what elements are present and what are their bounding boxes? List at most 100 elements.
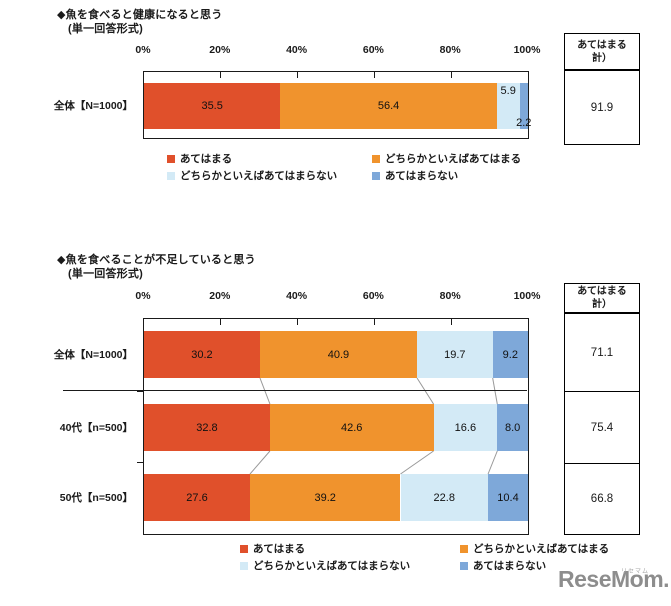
bar-segment-2: 42.6 [269, 404, 434, 451]
legend-label: あてはまる [253, 543, 306, 555]
axis-tick-label: 40% [286, 290, 308, 302]
axis-tick-label: 100% [513, 290, 541, 302]
category-tick-mark [137, 391, 143, 393]
bar-segment-4: 10.4 [488, 474, 528, 521]
bar-segment-2: 39.2 [249, 474, 401, 521]
legend-label: どちらかといえばあてはまる [385, 153, 522, 165]
bar-row: 35.5 56.4 5.9 2.2 [144, 83, 531, 129]
legend-swatch [460, 561, 468, 570]
legend-label: どちらかといえばあてはまる [473, 543, 610, 555]
axis-tick-label: 40% [286, 44, 308, 56]
summary-header-line2: 計） [592, 52, 612, 64]
legend-swatch [372, 154, 380, 163]
bar-value: 32.8 [196, 421, 218, 434]
legend-swatch [167, 171, 175, 180]
bar-value: 2.2 [516, 117, 532, 129]
legend-label: あてはまらない [385, 170, 459, 182]
axis-tick-mark [297, 319, 299, 325]
resemom-logo-ruby: リセマム [621, 569, 650, 575]
bar-segment-1: 27.6 [144, 474, 250, 521]
summary-cell: 71.1 [565, 314, 639, 391]
connector-line [492, 377, 498, 405]
axis-tick-label: 20% [209, 44, 231, 56]
legend-item: どちらかといえばあてはまらない [167, 168, 337, 183]
axis-tick-mark [450, 319, 452, 325]
bar-segment-4: 2.2 [516, 83, 531, 129]
bar-row: 27.6 39.2 22.8 10.4 [144, 474, 528, 521]
summary-table: あてはまる 計） 71.1 75.4 66.8 [564, 283, 640, 535]
bar-segment-4: 9.2 [492, 331, 528, 378]
connector-line [416, 377, 434, 405]
axis-tick-mark [450, 72, 452, 78]
axis-tick-mark [373, 319, 375, 325]
summary-cell: 66.8 [565, 463, 639, 534]
legend-swatch [372, 171, 380, 180]
bar-segment-2: 40.9 [259, 331, 417, 378]
bar-value: 39.2 [314, 491, 336, 504]
bar-value: 19.7 [444, 348, 466, 361]
axis-tick-mark [297, 72, 299, 78]
summary-value: 66.8 [590, 493, 614, 505]
row-label: 40代【n=500】 [59, 421, 133, 434]
bar-value: 9.2 [502, 348, 518, 361]
row-separator-line [63, 390, 527, 392]
axis-tick-label: 80% [439, 44, 461, 56]
bar-row: 32.8 42.6 16.6 8.0 [144, 404, 528, 451]
legend-label: あてはまる [180, 153, 233, 165]
summary-value: 75.4 [590, 421, 614, 434]
axis-tick-label: 80% [439, 290, 461, 302]
axis-tick-mark [220, 72, 222, 78]
legend-swatch [167, 154, 175, 163]
bar-segment-3: 5.9 [496, 83, 520, 129]
resemom-logo-text: ReseMom. [558, 566, 670, 592]
bar-value: 22.8 [433, 491, 455, 504]
bar-value: 42.6 [341, 421, 363, 434]
chart-title: ◆魚を食べると健康になると思う [57, 9, 223, 21]
legend-item: あてはまる [167, 151, 232, 166]
bar-segment-3: 16.6 [433, 404, 498, 451]
legend-item: どちらかといえばあてはまる [460, 541, 609, 556]
axis-tick-label: 20% [209, 290, 231, 302]
legend-item: どちらかといえばあてはまらない [240, 558, 410, 573]
legend-item: あてはまる [240, 541, 305, 556]
bar-value: 27.6 [186, 491, 208, 504]
summary-value: 91.9 [590, 101, 614, 114]
connector-line [249, 450, 271, 475]
axis-tick-label: 100% [513, 44, 541, 56]
legend-item: あてはまらない [460, 558, 546, 573]
bar-segment-1: 32.8 [144, 404, 270, 451]
bar-value: 40.9 [327, 348, 350, 361]
bar-row: 30.2 40.9 19.7 9.2 [144, 331, 528, 378]
legend-item: あてはまらない [372, 168, 458, 183]
summary-header-line1: あてはまる [577, 39, 627, 51]
summary-cell: 91.9 [565, 71, 639, 144]
plot-area: 35.5 56.4 5.9 2.2 [143, 71, 531, 139]
legend-item: どちらかといえばあてはまる [372, 151, 521, 166]
bar-segment-1: 30.2 [144, 331, 260, 378]
segment-connector-lines [249, 377, 498, 475]
connector-line [487, 450, 498, 475]
summary-table: あてはまる 計） 91.9 [564, 33, 640, 145]
bar-value: 30.2 [191, 348, 213, 361]
connector-line [259, 377, 271, 405]
axis-tick-mark [373, 72, 375, 78]
bar-segment-2: 56.4 [280, 83, 497, 129]
summary-table-header: あてはまる 計） [565, 34, 639, 71]
bar-value: 35.5 [201, 100, 223, 112]
legend-label: どちらかといえばあてはまらない [253, 560, 411, 572]
bar-value: 16.6 [454, 421, 477, 434]
summary-header-line1: あてはまる [577, 286, 627, 297]
bar-value: 5.9 [500, 85, 516, 97]
row-label: 全体【N=1000】 [53, 348, 133, 361]
legend-swatch [240, 544, 248, 553]
bar-segment-4: 8.0 [497, 404, 528, 451]
legend-swatch [240, 561, 248, 570]
chart-subtitle: (単一回答形式) [68, 23, 143, 35]
axis-tick-label: 60% [362, 290, 384, 302]
bar-segment-3: 22.8 [400, 474, 489, 521]
bar-value: 56.4 [377, 100, 400, 112]
resemom-logo: リセマム ReseMom. [558, 566, 670, 600]
